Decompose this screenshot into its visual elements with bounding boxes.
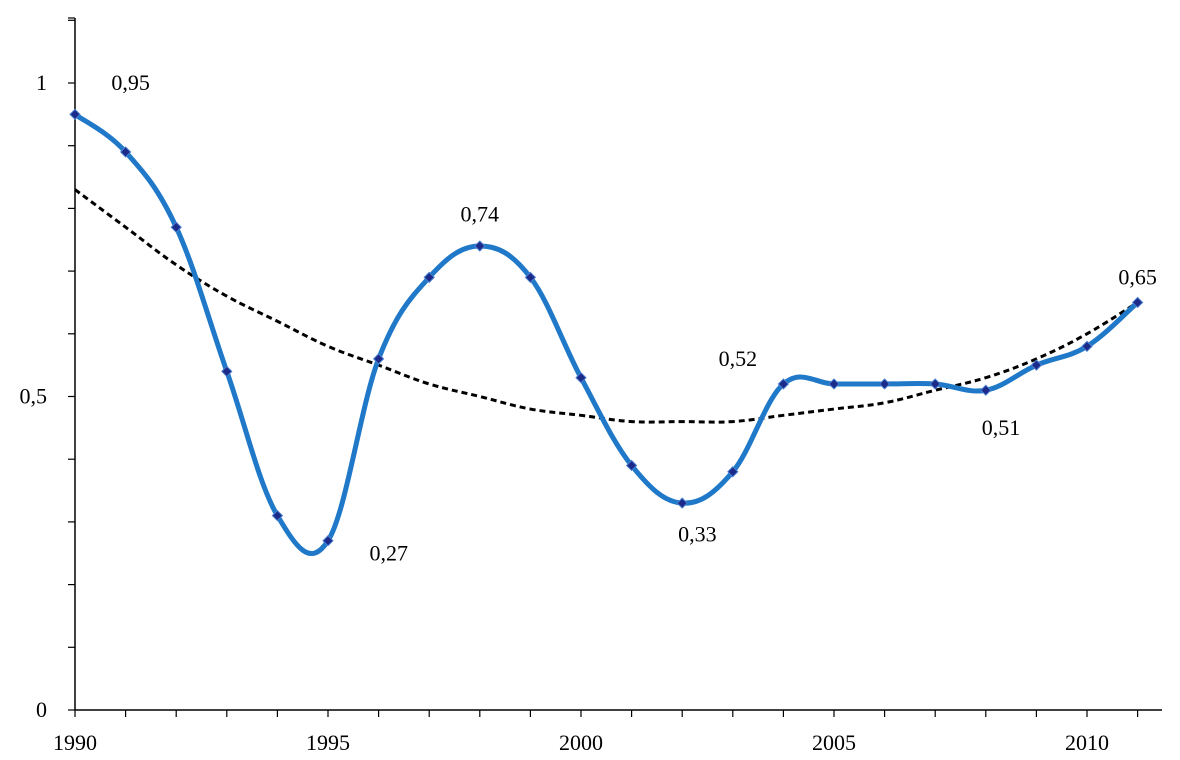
data-point-marker bbox=[625, 459, 638, 472]
data-point-marker bbox=[474, 240, 486, 252]
data-point-marker bbox=[980, 384, 992, 396]
x-tick-label: 1995 bbox=[306, 730, 350, 755]
data-point-marker bbox=[119, 146, 132, 158]
trend-line-group bbox=[74, 188, 1139, 424]
data-point-marker bbox=[777, 378, 790, 390]
data-point-marker bbox=[676, 497, 688, 509]
data-markers-group bbox=[69, 108, 1144, 547]
y-tick-label: 0,5 bbox=[20, 384, 48, 409]
data-point-marker bbox=[727, 466, 739, 478]
data-point-marker bbox=[423, 271, 435, 284]
data-point-marker bbox=[878, 378, 891, 390]
data-point-marker bbox=[221, 365, 233, 378]
data-point-marker bbox=[524, 271, 537, 284]
trend-line bbox=[74, 188, 1139, 424]
data-point-marker bbox=[372, 353, 385, 365]
series-line bbox=[72, 111, 1141, 556]
data-point-marker bbox=[271, 509, 284, 522]
data-point-marker bbox=[929, 378, 941, 390]
x-tick-label: 2000 bbox=[559, 730, 603, 755]
data-labels-group: 0,95 0,27 0,74 0,52 0,33 0,51 0,65 bbox=[111, 70, 1156, 565]
data-point-marker bbox=[322, 535, 334, 547]
data-point-marker bbox=[1081, 340, 1093, 353]
data-label: 0,33 bbox=[678, 521, 717, 546]
x-tick-label: 2010 bbox=[1065, 730, 1109, 755]
data-label: 0,74 bbox=[461, 202, 500, 227]
data-point-marker bbox=[170, 221, 182, 233]
y-tick-label: 1 bbox=[36, 70, 47, 95]
data-point-marker bbox=[828, 378, 840, 390]
data-label: 0,65 bbox=[1118, 264, 1157, 289]
x-tick-label: 1990 bbox=[53, 730, 97, 755]
data-label: 0,27 bbox=[369, 540, 408, 565]
data-point-marker bbox=[69, 108, 81, 121]
data-label: 0,52 bbox=[719, 346, 758, 371]
data-series-group bbox=[72, 111, 1141, 556]
x-tick-label: 2005 bbox=[812, 730, 856, 755]
data-point-marker bbox=[1131, 296, 1144, 309]
data-label: 0,95 bbox=[111, 70, 150, 95]
y-tick-label: 0 bbox=[36, 697, 47, 722]
data-point-marker bbox=[575, 371, 587, 384]
data-point-marker bbox=[1030, 359, 1043, 371]
data-label: 0,51 bbox=[982, 415, 1021, 440]
